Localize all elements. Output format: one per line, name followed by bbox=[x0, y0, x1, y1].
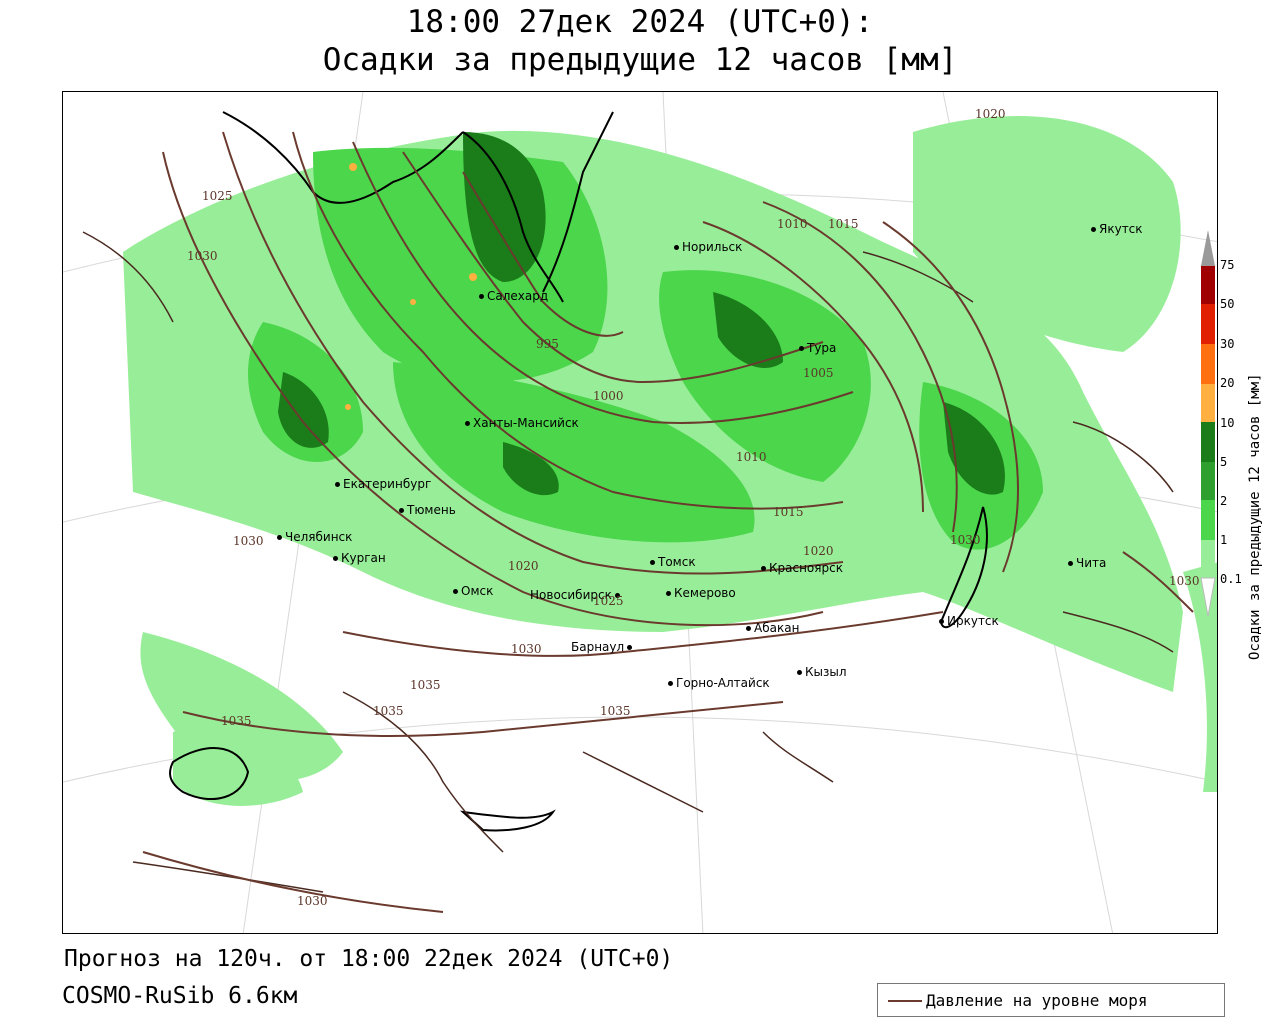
city-tyumen: Тюмень bbox=[399, 503, 456, 517]
isobar-label: 1020 bbox=[975, 107, 1006, 121]
colorbar-seg-30-50 bbox=[1201, 304, 1215, 344]
city-novosibirsk: Новосибирск bbox=[530, 588, 623, 602]
city-dot-icon bbox=[479, 294, 484, 299]
city-gorno-altaysk: Горно-Алтайск bbox=[668, 676, 770, 690]
isobar-label: 1030 bbox=[187, 249, 218, 263]
city-dot-icon bbox=[453, 589, 458, 594]
city-dot-icon bbox=[797, 670, 802, 675]
city-chelyabinsk: Челябинск bbox=[277, 530, 352, 544]
city-dot-icon bbox=[399, 508, 404, 513]
city-norilsk: Норильск bbox=[674, 240, 742, 254]
isobar-label: 1020 bbox=[508, 559, 539, 573]
city-dot-icon bbox=[333, 556, 338, 561]
precip-heavy bbox=[278, 132, 1005, 496]
city-kyzyl: Кызыл bbox=[797, 665, 847, 679]
colorbar-seg-1-2 bbox=[1201, 500, 1215, 540]
city-kemerovo: Кемерово bbox=[666, 586, 736, 600]
isobar-label: 1035 bbox=[410, 678, 441, 692]
city-barnaul: Барнаул bbox=[571, 640, 635, 654]
colorbar-seg-0.1-1 bbox=[1201, 540, 1215, 578]
isobar-label: 1030 bbox=[1169, 574, 1200, 588]
model-name: COSMO-RuSib 6.6км bbox=[62, 983, 298, 1009]
city-kurgan: Курган bbox=[333, 551, 386, 565]
colorbar-seg-2-5 bbox=[1201, 462, 1215, 500]
colorbar-seg-50-75 bbox=[1201, 266, 1215, 304]
precip-colorbar bbox=[1199, 228, 1217, 618]
pressure-line-icon bbox=[888, 1000, 922, 1002]
colorbar-seg-10-20 bbox=[1201, 384, 1215, 422]
colorbar-label: 20 bbox=[1220, 376, 1235, 390]
city-dot-icon bbox=[668, 681, 673, 686]
isobar-label: 1015 bbox=[828, 217, 859, 231]
map-title-variable: Осадки за предыдущие 12 часов [мм] bbox=[322, 42, 958, 78]
city-dot-icon bbox=[335, 482, 340, 487]
city-salekhard: Салехард bbox=[479, 289, 548, 303]
isobar-label: 1025 bbox=[593, 594, 624, 608]
colorbar-overflow-arrow bbox=[1201, 230, 1215, 266]
colorbar-label: 0.1 bbox=[1220, 572, 1242, 586]
isobar-label: 1030 bbox=[233, 534, 264, 548]
city-dot-icon bbox=[799, 346, 804, 351]
map-canvas bbox=[63, 92, 1217, 933]
colorbar-label: 1 bbox=[1220, 533, 1228, 547]
isobar-label: 1015 bbox=[773, 505, 804, 519]
colorbar-label: 2 bbox=[1220, 494, 1228, 508]
city-tomsk: Томск bbox=[650, 555, 696, 569]
forecast-info: Прогноз на 120ч. от 18:00 22дек 2024 (UT… bbox=[64, 946, 674, 972]
colorbar-title: Осадки за предыдущие 12 часов [мм] bbox=[1247, 373, 1263, 660]
colorbar-underflow-arrow bbox=[1200, 577, 1216, 617]
isobar-label: 1030 bbox=[297, 894, 328, 908]
city-dot-icon bbox=[277, 535, 282, 540]
city-dot-icon bbox=[650, 560, 655, 565]
isobar-label: 1020 bbox=[803, 544, 834, 558]
colorbar-label: 50 bbox=[1220, 297, 1235, 311]
isobar-label: 1035 bbox=[221, 714, 252, 728]
city-dot-icon bbox=[1068, 561, 1073, 566]
city-dot-icon bbox=[465, 421, 470, 426]
city-dot-icon bbox=[666, 591, 671, 596]
city-dot-icon bbox=[674, 245, 679, 250]
isobar-label: 1030 bbox=[950, 533, 981, 547]
city-chita: Чита bbox=[1068, 556, 1106, 570]
isobar-label: 1010 bbox=[777, 217, 808, 231]
isobar-label: 1030 bbox=[511, 642, 542, 656]
pressure-legend: Давление на уровне моря bbox=[877, 983, 1225, 1017]
isobar-label: 995 bbox=[536, 337, 559, 351]
colorbar-label: 75 bbox=[1220, 258, 1235, 272]
city-dot-icon bbox=[939, 619, 944, 624]
colorbar-label: 10 bbox=[1220, 416, 1235, 430]
colorbar-label: 30 bbox=[1220, 337, 1235, 351]
colorbar-graphic bbox=[1200, 230, 1216, 617]
isobars bbox=[142, 131, 1194, 913]
city-dot-icon bbox=[614, 593, 620, 598]
city-dot-icon bbox=[1091, 227, 1096, 232]
pressure-legend-label: Давление на уровне моря bbox=[926, 991, 1148, 1010]
city-yakutsk: Якутск bbox=[1091, 222, 1143, 236]
isobar-label: 1035 bbox=[373, 704, 404, 718]
isobar-label: 1010 bbox=[736, 450, 767, 464]
city-krasnoyarsk: Красноярск bbox=[761, 561, 843, 575]
colorbar-seg-20-30 bbox=[1201, 344, 1215, 384]
map-title-time: 18:00 27дек 2024 (UTC+0): bbox=[406, 4, 874, 40]
coastlines bbox=[169, 111, 988, 832]
city-omsk: Омск bbox=[453, 584, 493, 598]
city-khanty-mansiysk: Ханты-Мансийск bbox=[465, 416, 579, 430]
colorbar-seg-5-10 bbox=[1201, 422, 1215, 462]
isobar-label: 1005 bbox=[803, 366, 834, 380]
city-dot-icon bbox=[627, 645, 633, 650]
city-dot-icon bbox=[761, 566, 766, 571]
city-abakan: Абакан bbox=[746, 621, 799, 635]
precipitation-map: Норильск Якутск Салехард Тура Ханты-Манс… bbox=[62, 91, 1218, 934]
city-ekaterinburg: Екатеринбург bbox=[335, 477, 431, 491]
precip-very-heavy bbox=[345, 163, 477, 410]
isobar-label: 1000 bbox=[593, 389, 624, 403]
colorbar-label: 5 bbox=[1220, 455, 1228, 469]
city-dot-icon bbox=[746, 626, 751, 631]
city-irkutsk: Иркутск bbox=[939, 614, 999, 628]
city-tura: Тура bbox=[799, 341, 836, 355]
isobar-label: 1025 bbox=[202, 189, 233, 203]
isobar-label: 1035 bbox=[600, 704, 631, 718]
